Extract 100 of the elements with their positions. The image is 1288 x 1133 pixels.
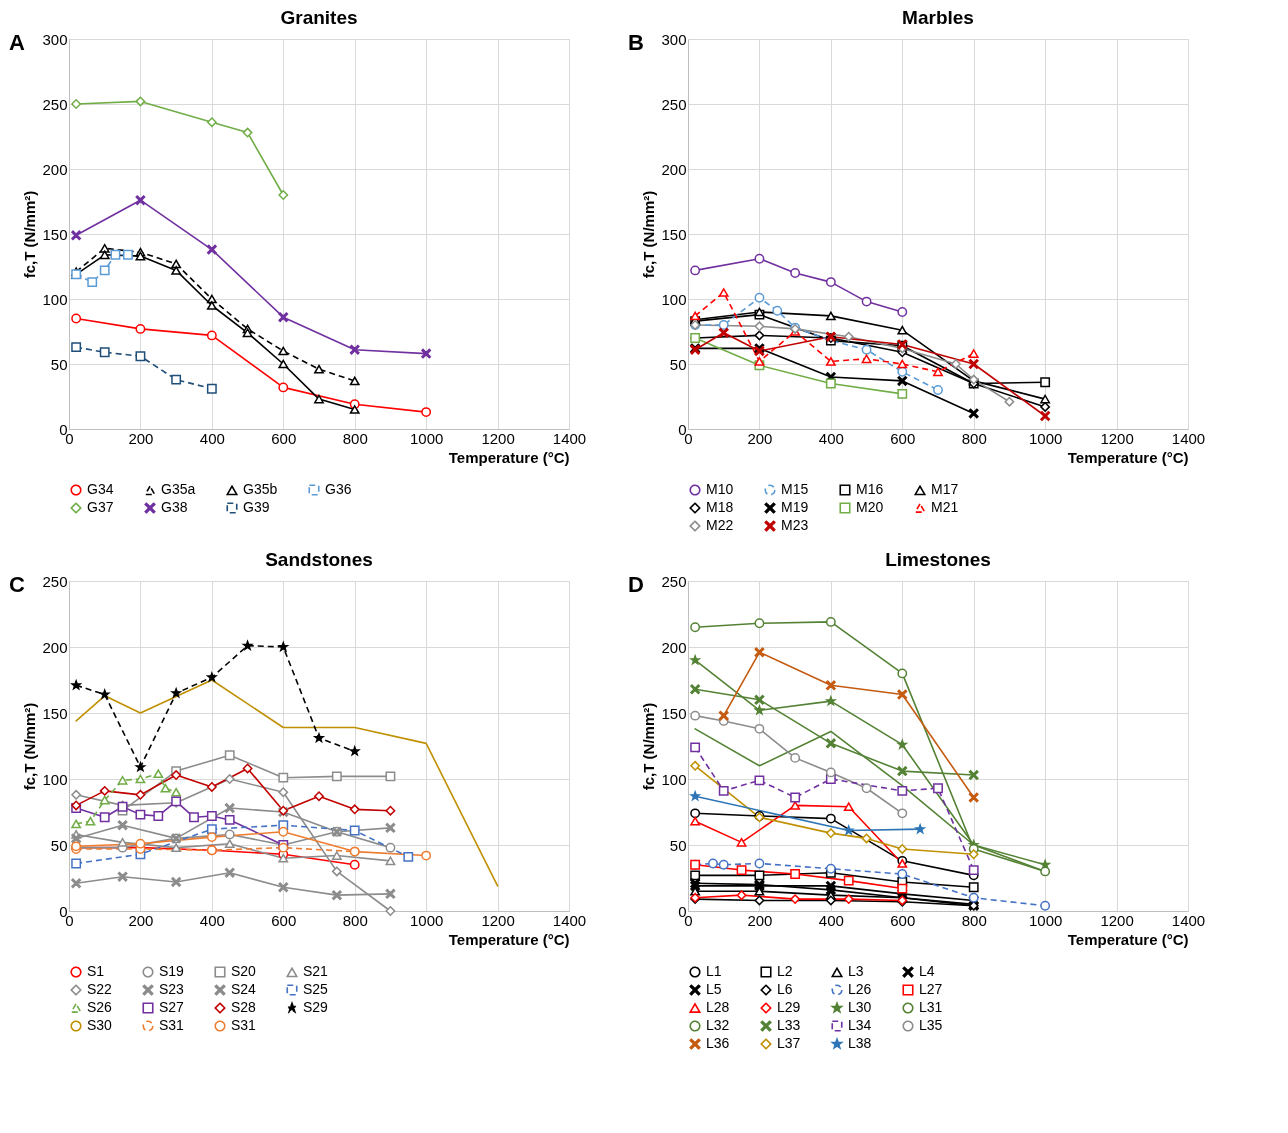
legend-label: M15: [781, 481, 809, 498]
legend-label: G38: [161, 499, 188, 515]
legend-label: S19: [159, 963, 185, 980]
legend-label: L29: [777, 999, 801, 1015]
legend-label: M18: [706, 499, 734, 515]
legend-label: L38: [848, 1035, 872, 1051]
legend-label: M23: [781, 517, 809, 533]
x-tick-label: 1000: [409, 429, 444, 447]
legend-label: L27: [919, 981, 943, 997]
legend-label: M16: [856, 481, 884, 498]
y-tick-label: 200: [42, 638, 68, 656]
x-tick-label: 1400: [552, 911, 587, 929]
legend-label: L35: [919, 1017, 943, 1033]
legend-label: L37: [777, 1035, 801, 1051]
y-tick-label: 250: [661, 572, 687, 590]
x-tick-label: 200: [128, 911, 154, 929]
y-tick-label: 250: [661, 95, 687, 113]
y-tick-label: 300: [42, 30, 68, 48]
x-tick-label: 400: [818, 429, 844, 447]
legend-label: M20: [856, 499, 884, 515]
y-tick-label: 150: [42, 225, 68, 243]
x-tick-label: 800: [961, 911, 987, 929]
legend-label: L4: [919, 963, 935, 980]
legend-label: S27: [159, 999, 185, 1015]
x-tick-label: 800: [961, 429, 987, 447]
y-tick-label: 150: [661, 225, 687, 243]
y-tick-label: 100: [42, 770, 68, 788]
x-axis-title: Temperature (°C): [1067, 930, 1189, 948]
legend-label: G35b: [243, 481, 278, 498]
chart-title: Marbles: [902, 7, 974, 28]
x-tick-label: 400: [818, 911, 844, 929]
legend-label: L33: [777, 1017, 801, 1033]
y-axis-title: fc,T (N/mm²): [640, 702, 658, 791]
text: B: [628, 30, 644, 55]
x-axis-title: Temperature (°C): [448, 448, 570, 466]
x-tick-label: 1200: [481, 429, 515, 447]
y-tick-label: 50: [50, 355, 68, 373]
y-tick-label: 200: [661, 638, 687, 656]
x-tick-label: 600: [890, 911, 916, 929]
legend-label: L6: [777, 981, 793, 997]
legend-label: L31: [919, 999, 943, 1015]
legend-label: S25: [303, 981, 329, 997]
legend-label: L30: [848, 999, 872, 1015]
legend-label: S31: [231, 1017, 257, 1033]
legend-label: L1: [706, 963, 722, 980]
x-tick-label: 1200: [1100, 429, 1134, 447]
legend-label: M22: [706, 517, 734, 533]
x-tick-label: 400: [199, 429, 225, 447]
legend-label: L3: [848, 963, 864, 980]
legend-label: G37: [87, 499, 114, 515]
y-tick-label: 300: [661, 30, 687, 48]
legend-label: M10: [706, 481, 734, 498]
y-tick-label: 100: [661, 290, 687, 308]
legend-label: S30: [87, 1017, 113, 1033]
x-tick-label: 1400: [1171, 911, 1206, 929]
text: C: [9, 572, 26, 597]
legend-label: L36: [706, 1035, 730, 1051]
x-tick-label: 800: [342, 911, 368, 929]
y-tick-label: 250: [42, 572, 68, 590]
y-tick-label: 50: [669, 355, 687, 373]
chart-title: Limestones: [885, 549, 991, 570]
legend-label: G35a: [161, 481, 196, 498]
x-tick-label: 600: [271, 911, 297, 929]
y-tick-label: 50: [50, 836, 68, 854]
legend-label: S1: [87, 963, 105, 980]
text: A: [9, 30, 26, 55]
legend-label: S26: [87, 999, 113, 1015]
y-tick-label: 100: [661, 770, 687, 788]
legend-label: S22: [87, 981, 113, 997]
chart-title: Granites: [280, 7, 358, 28]
legend-label: L5: [706, 981, 722, 997]
y-tick-label: 150: [42, 704, 68, 722]
x-tick-label: 400: [199, 911, 225, 929]
y-axis-title: fc,T (N/mm²): [640, 190, 658, 279]
x-tick-label: 1400: [552, 429, 587, 447]
legend-label: L26: [848, 981, 872, 997]
x-tick-label: 1000: [1028, 429, 1063, 447]
legend-label: S23: [159, 981, 185, 997]
text: D: [628, 572, 644, 597]
x-tick-label: 600: [890, 429, 916, 447]
legend-label: S31: [159, 1017, 185, 1033]
legend-label: G34: [87, 481, 114, 498]
y-tick-label: 200: [42, 160, 68, 178]
y-axis-title: fc,T (N/mm²): [21, 190, 39, 279]
x-tick-label: 1000: [409, 911, 444, 929]
x-axis-title: Temperature (°C): [448, 930, 570, 948]
legend-label: S21: [303, 963, 329, 980]
x-tick-label: 1400: [1171, 429, 1206, 447]
x-tick-label: 800: [342, 429, 368, 447]
legend-label: S29: [303, 999, 329, 1015]
x-tick-label: 200: [747, 911, 773, 929]
legend-label: G36: [325, 481, 352, 498]
x-tick-label: 1200: [481, 911, 515, 929]
y-tick-label: 200: [661, 160, 687, 178]
legend-label: L34: [848, 1017, 872, 1033]
x-tick-label: 200: [747, 429, 773, 447]
legend-label: L2: [777, 963, 793, 980]
legend-label: M19: [781, 499, 809, 515]
chart-title: Sandstones: [265, 549, 373, 570]
legend-label: G39: [243, 499, 270, 515]
